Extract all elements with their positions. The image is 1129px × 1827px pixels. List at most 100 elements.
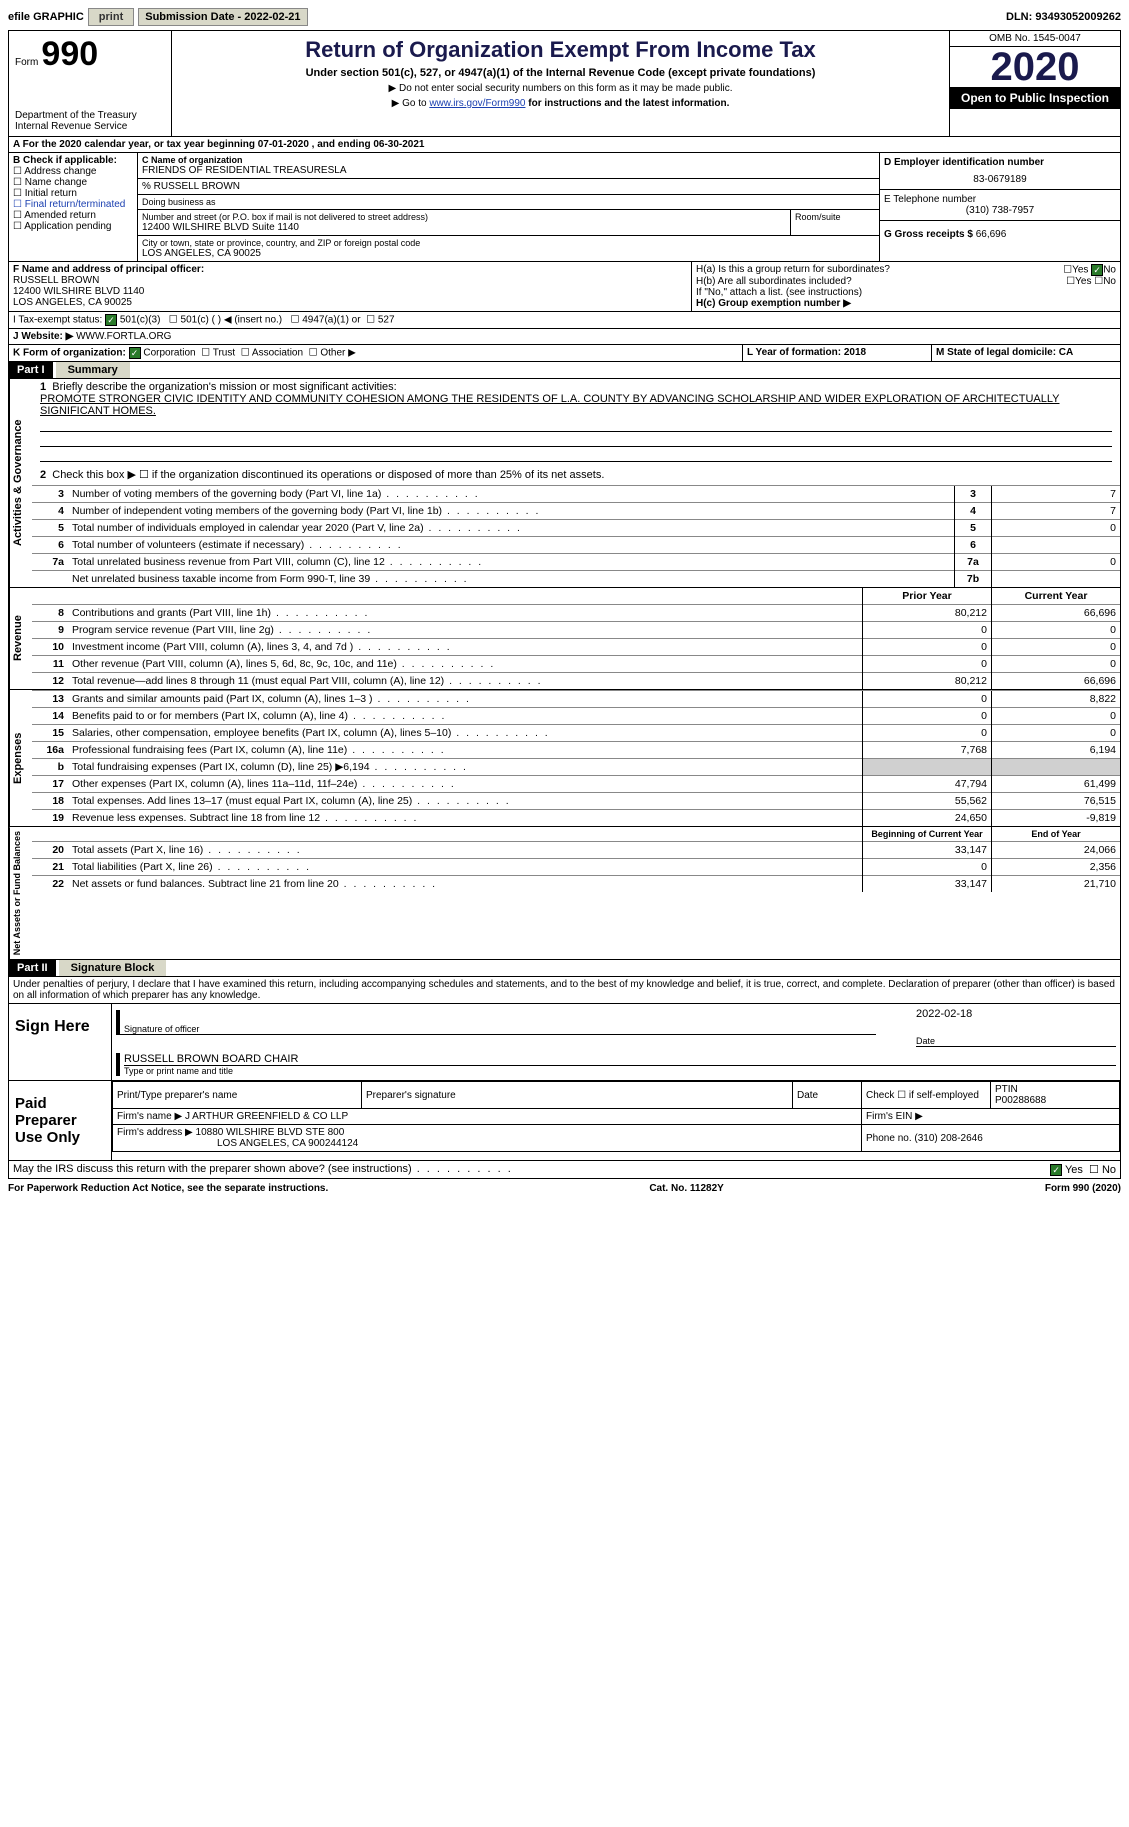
col-begin: Beginning of Current Year bbox=[863, 827, 992, 842]
prep-name-label: Print/Type preparer's name bbox=[113, 1082, 362, 1109]
irs-link[interactable]: www.irs.gov/Form990 bbox=[429, 98, 525, 109]
form-subtitle: Under section 501(c), 527, or 4947(a)(1)… bbox=[180, 67, 941, 79]
e-label: E Telephone number bbox=[884, 194, 1116, 205]
discuss-answers: Yes ☐ No bbox=[1050, 1163, 1116, 1176]
table-row: 12 Total revenue—add lines 8 through 11 … bbox=[32, 673, 1120, 690]
k-other: Other ▶ bbox=[320, 348, 355, 359]
table-row: 18 Total expenses. Add lines 13–17 (must… bbox=[32, 793, 1120, 810]
street-address: 12400 WILSHIRE BLVD Suite 1140 bbox=[142, 222, 786, 233]
form-prefix: Form bbox=[15, 57, 38, 68]
exp-section: Expenses 13 Grants and similar amounts p… bbox=[8, 690, 1121, 827]
submission-date: Submission Date - 2022-02-21 bbox=[138, 8, 307, 26]
section-i: I Tax-exempt status: 501(c)(3) ☐ 501(c) … bbox=[8, 312, 1121, 329]
footer: For Paperwork Reduction Act Notice, see … bbox=[8, 1183, 1121, 1194]
k-label: K Form of organization: bbox=[13, 348, 126, 359]
note2-pre: ▶ Go to bbox=[392, 98, 430, 109]
hb-answers: ☐Yes ☐No bbox=[1066, 276, 1116, 287]
ptin-label: PTIN bbox=[995, 1084, 1018, 1095]
table-row: 16a Professional fundraising fees (Part … bbox=[32, 742, 1120, 759]
discuss-yes-check bbox=[1050, 1164, 1062, 1176]
firm-addr2: LOS ANGELES, CA 900244124 bbox=[217, 1138, 358, 1149]
exp-table: 13 Grants and similar amounts paid (Part… bbox=[32, 690, 1120, 826]
period-row: A For the 2020 calendar year, or tax yea… bbox=[8, 137, 1121, 153]
m-label: M State of legal domicile: CA bbox=[932, 345, 1120, 361]
j-label: J Website: ▶ bbox=[13, 331, 73, 342]
firm-addr-label: Firm's address ▶ bbox=[117, 1127, 193, 1138]
f-h-block: F Name and address of principal officer:… bbox=[8, 262, 1121, 312]
col-current: Current Year bbox=[992, 588, 1121, 605]
section-b: B Check if applicable: ☐ Address change … bbox=[9, 153, 138, 261]
paid-preparer-block: Paid Preparer Use Only Print/Type prepar… bbox=[8, 1081, 1121, 1161]
form-footer: Form 990 (2020) bbox=[1045, 1183, 1121, 1194]
side-gov: Activities & Governance bbox=[9, 379, 32, 587]
firm-ein-label: Firm's EIN ▶ bbox=[862, 1109, 1120, 1125]
section-j: J Website: ▶ WWW.FORTLA.ORG bbox=[8, 329, 1121, 345]
sig-date-label: Date bbox=[916, 1036, 935, 1046]
section-klm: K Form of organization: Corporation ☐ Tr… bbox=[8, 345, 1121, 362]
part2-title: Signature Block bbox=[59, 960, 167, 976]
part1-header: Part I Summary bbox=[8, 362, 1121, 379]
department-label: Department of the Treasury Internal Reve… bbox=[15, 110, 165, 132]
discuss-row: May the IRS discuss this return with the… bbox=[8, 1161, 1121, 1179]
sign-here-label: Sign Here bbox=[9, 1004, 112, 1080]
table-row: Net unrelated business taxable income fr… bbox=[32, 571, 1120, 588]
part1-title: Summary bbox=[56, 362, 130, 378]
dba-label: Doing business as bbox=[138, 195, 879, 210]
addr-label: Number and street (or P.O. box if mail i… bbox=[142, 212, 786, 222]
rev-section: Revenue Prior Year Current Year 8 Contri… bbox=[8, 588, 1121, 690]
table-row: 14 Benefits paid to or for members (Part… bbox=[32, 708, 1120, 725]
dln-label: DLN: 93493052009262 bbox=[1006, 11, 1121, 23]
section-h: H(a) Is this a group return for subordin… bbox=[692, 262, 1120, 311]
city-state-zip: LOS ANGELES, CA 90025 bbox=[142, 248, 875, 259]
side-exp: Expenses bbox=[9, 690, 32, 826]
rev-table: Prior Year Current Year 8 Contributions … bbox=[32, 588, 1120, 689]
side-rev: Revenue bbox=[9, 588, 32, 689]
form-header: Form 990 Department of the Treasury Inte… bbox=[8, 30, 1121, 137]
f-label: F Name and address of principal officer: bbox=[13, 264, 687, 275]
table-row: 17 Other expenses (Part IX, column (A), … bbox=[32, 776, 1120, 793]
open-public-badge: Open to Public Inspection bbox=[950, 87, 1120, 109]
check-self: Check ☐ if self-employed bbox=[862, 1082, 991, 1109]
tax-year: 2020 bbox=[950, 47, 1120, 87]
chk-name: ☐ Name change bbox=[13, 177, 133, 188]
table-row: 6 Total number of volunteers (estimate i… bbox=[32, 537, 1120, 554]
c-name-label: C Name of organization bbox=[142, 155, 875, 165]
firm-addr1: 10880 WILSHIRE BLVD STE 800 bbox=[196, 1127, 345, 1138]
k-trust: Trust bbox=[213, 348, 235, 359]
efile-label: efile GRAPHIC bbox=[8, 11, 84, 23]
part2-label: Part II bbox=[9, 960, 56, 976]
note2-post: for instructions and the latest informat… bbox=[528, 98, 729, 109]
gov-section: Activities & Governance 1 Briefly descri… bbox=[8, 379, 1121, 588]
phone: (310) 738-7957 bbox=[884, 205, 1116, 216]
period-line: A For the 2020 calendar year, or tax yea… bbox=[9, 137, 1120, 152]
declaration: Under penalties of perjury, I declare th… bbox=[8, 977, 1121, 1004]
form-note1: ▶ Do not enter social security numbers o… bbox=[180, 83, 941, 94]
paid-prep-label: Paid Preparer Use Only bbox=[9, 1081, 112, 1160]
chk-amended: ☐ Amended return bbox=[13, 210, 133, 221]
careof: % RUSSELL BROWN bbox=[138, 179, 879, 195]
form-number-cell: Form 990 Department of the Treasury Inte… bbox=[9, 31, 172, 136]
part1-label: Part I bbox=[9, 362, 53, 378]
chk-pending: ☐ Application pending bbox=[13, 221, 133, 232]
officer-name: RUSSELL BROWN bbox=[13, 275, 687, 286]
part2-header: Part II Signature Block bbox=[8, 960, 1121, 977]
table-row: 4 Number of independent voting members o… bbox=[32, 503, 1120, 520]
q2-label: Check this box ▶ ☐ if the organization d… bbox=[52, 469, 604, 481]
sign-here-block: Sign Here Signature of officer 2022-02-1… bbox=[8, 1004, 1121, 1081]
table-row: 9 Program service revenue (Part VIII, li… bbox=[32, 622, 1120, 639]
ein: 83-0679189 bbox=[884, 174, 1116, 185]
i-opt3: 4947(a)(1) or bbox=[302, 315, 360, 326]
period-text: For the 2020 calendar year, or tax year … bbox=[23, 139, 425, 150]
section-f: F Name and address of principal officer:… bbox=[9, 262, 692, 311]
i-501c3-check bbox=[105, 314, 117, 326]
print-button[interactable]: print bbox=[88, 8, 134, 26]
firm-name: J ARTHUR GREENFIELD & CO LLP bbox=[185, 1111, 348, 1122]
i-opt2: 501(c) ( ) ◀ (insert no.) bbox=[181, 315, 283, 326]
sig-officer-label: Signature of officer bbox=[124, 1024, 199, 1034]
officer-addr2: LOS ANGELES, CA 90025 bbox=[13, 297, 687, 308]
mission-text: PROMOTE STRONGER CIVIC IDENTITY AND COMM… bbox=[40, 393, 1060, 417]
cat-no: Cat. No. 11282Y bbox=[649, 1183, 723, 1194]
table-row: 8 Contributions and grants (Part VIII, l… bbox=[32, 605, 1120, 622]
table-row: 13 Grants and similar amounts paid (Part… bbox=[32, 691, 1120, 708]
table-row: 3 Number of voting members of the govern… bbox=[32, 486, 1120, 503]
